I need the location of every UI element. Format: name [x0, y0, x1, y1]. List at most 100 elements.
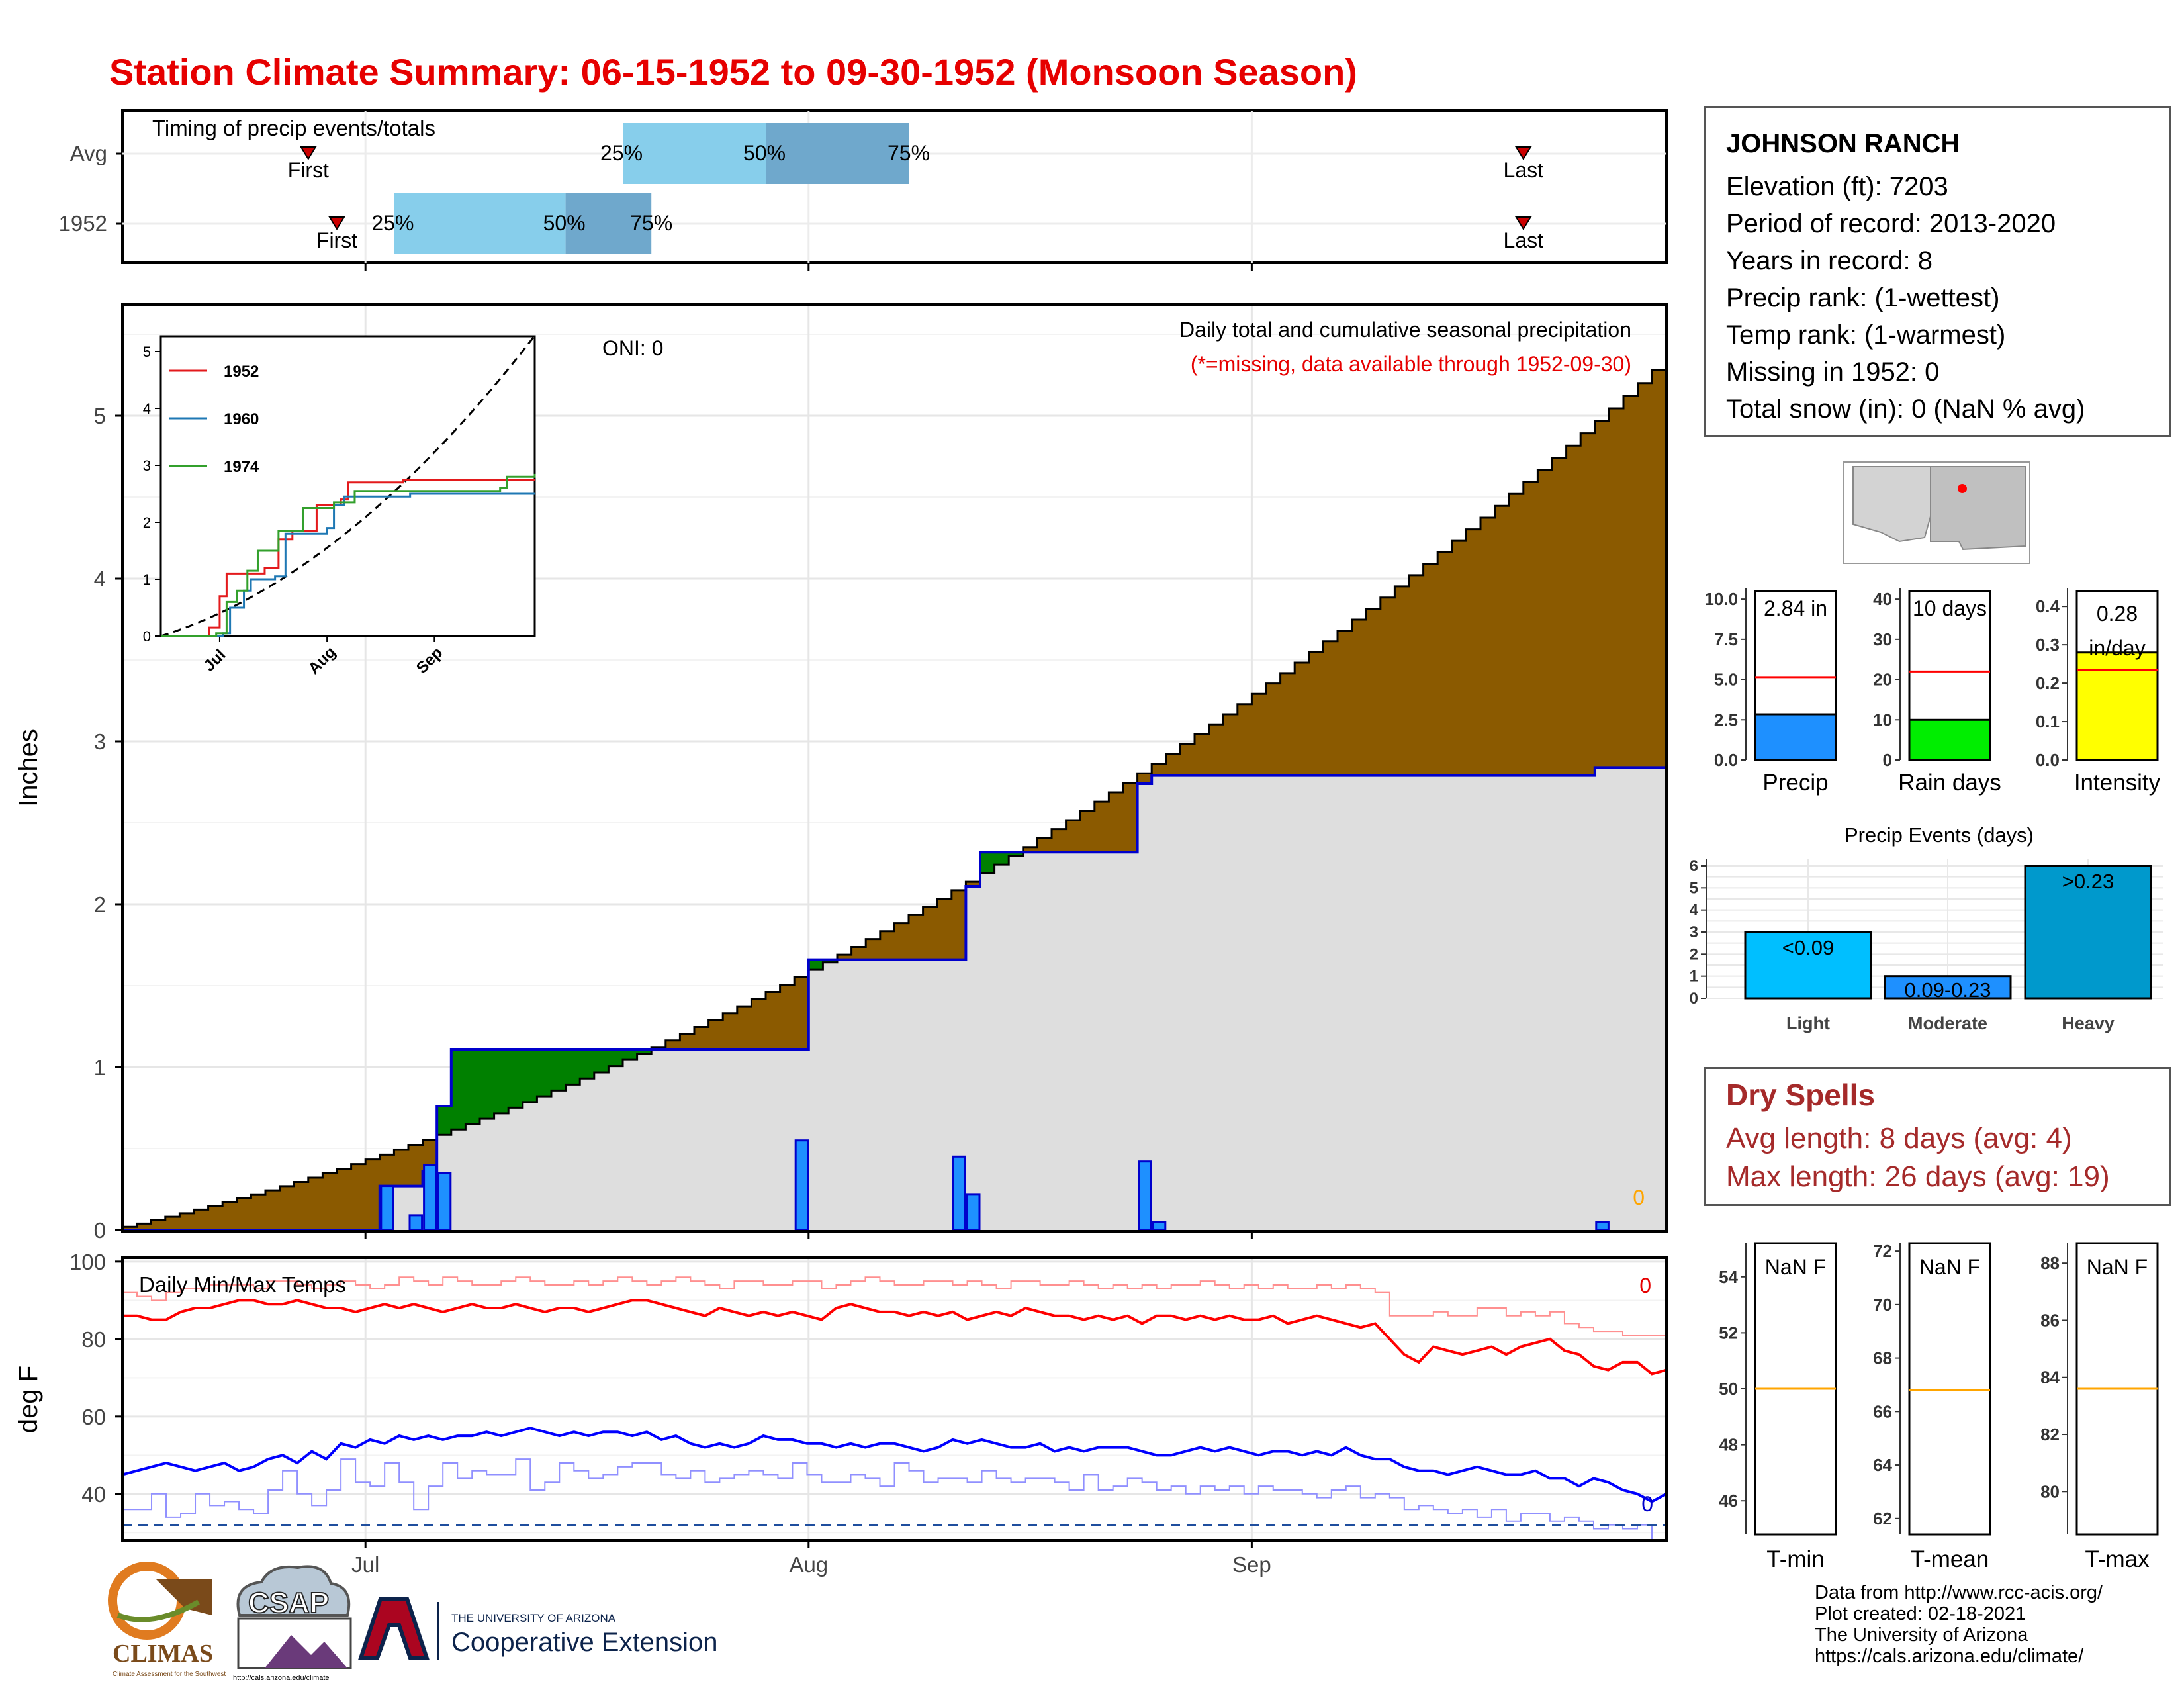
- summary-ytick-label: 2.5: [1714, 710, 1738, 729]
- temp-title: Daily Min/Max Temps: [139, 1272, 346, 1297]
- summary-ytick-label: 0: [1883, 750, 1892, 770]
- temp-ytick-label: 80: [81, 1327, 106, 1352]
- first-event-label: First: [316, 228, 357, 252]
- climas-logo: CLIMAS Climate Assessment for the Southw…: [108, 1562, 226, 1678]
- precip-annotation: Daily total and cumulative seasonal prec…: [1179, 318, 1631, 342]
- temp-ytick-label: 40: [81, 1482, 106, 1507]
- tempbox-label: T-mean: [1911, 1546, 1989, 1572]
- climas-subtitle: Climate Assessment for the Southwest: [113, 1671, 226, 1678]
- station-elevation: Elevation (ft): 7203: [1726, 172, 1948, 201]
- precip-ytick-label: 3: [94, 729, 106, 754]
- tempbox-label: T-min: [1766, 1546, 1825, 1572]
- tempbox-ytick-label: 86: [2040, 1310, 2060, 1330]
- summary-frame: [1908, 590, 1991, 761]
- precip-ylabel: Inches: [14, 729, 43, 807]
- precip-missing-count: 0: [1633, 1186, 1645, 1209]
- inset-ytick-label: 2: [143, 514, 151, 531]
- tempbox-ytick-label: 46: [1719, 1491, 1738, 1511]
- surplus-fill-day: [494, 1049, 509, 1113]
- daily-precip-bar: [966, 1193, 981, 1231]
- surplus-fill-day: [480, 1049, 495, 1119]
- tempbox-ytick-label: 80: [2040, 1481, 2060, 1501]
- surplus-fill-day: [608, 1049, 623, 1066]
- timing-title: Timing of precip events/totals: [152, 116, 435, 140]
- dry-spells-title: Dry Spells: [1726, 1078, 1875, 1112]
- events-ytick-label: 0: [1690, 990, 1698, 1008]
- station-info-box: JOHNSON RANCH Elevation (ft): 7203 Perio…: [1704, 106, 2171, 437]
- quartile-75-label: 75%: [630, 211, 672, 235]
- summary-bars: 0.0 2.5 5.0 7.5 10.0 2.84 in Precip 0 10 20 30 40 10…: [1704, 588, 2161, 796]
- timing-row-label: 1952: [59, 211, 107, 236]
- inset-ytick-label: 1: [143, 571, 151, 588]
- precip-ytick-label: 1: [94, 1055, 106, 1080]
- events-ytick-label: 1: [1690, 968, 1698, 986]
- footer-source: Data from http://www.rcc-acis.org/: [1815, 1582, 2103, 1603]
- footer-created: Plot created: 02-18-2021: [1815, 1603, 2026, 1624]
- surplus-fill-day: [551, 1049, 567, 1091]
- tempbox-ytick-label: 50: [1719, 1379, 1738, 1399]
- tempbox-ytick-label: 72: [1873, 1241, 1892, 1261]
- first-event-label: First: [288, 158, 329, 182]
- quartile-bar-25-50: [394, 193, 566, 254]
- quartile-25-label: 25%: [600, 141, 643, 165]
- csap-wordmark: CSAP: [248, 1587, 329, 1619]
- quartile-50-label: 50%: [743, 141, 786, 165]
- inset-series-line: [161, 473, 536, 637]
- surplus-fill-day: [980, 852, 995, 874]
- events-bar: [1884, 975, 2012, 1000]
- summary-value-bar: [1908, 718, 1991, 761]
- inset-ytick-label: 4: [143, 400, 151, 417]
- tmin-range-line: [122, 1458, 1667, 1541]
- tempbox-ytick-label: 82: [2040, 1425, 2060, 1444]
- summary-label: Precip: [1762, 770, 1828, 796]
- last-event-label: Last: [1504, 228, 1544, 252]
- events-ytick-label: 2: [1690, 945, 1698, 963]
- summary-value-bar: [1754, 713, 1837, 761]
- station-location-marker: [1958, 484, 1967, 493]
- tempbox-ytick-label: 68: [1873, 1348, 1892, 1368]
- surplus-fill-day: [637, 1049, 652, 1054]
- tempbox-ytick-label: 48: [1719, 1435, 1738, 1455]
- precip-frame: [121, 303, 1668, 1233]
- csap-logo: CSAP http://cals.arizona.edu/climate: [233, 1565, 352, 1682]
- tmax-range-line: [122, 1276, 1667, 1339]
- station-period: Period of record: 2013-2020: [1726, 209, 2056, 238]
- summary-frame: [2075, 590, 2159, 761]
- daily-precip-bar: [794, 1139, 809, 1231]
- temp-ytick-label: 100: [69, 1250, 106, 1274]
- ua-extension: Cooperative Extension: [451, 1628, 717, 1657]
- events-category-label: Light: [1786, 1013, 1830, 1033]
- surplus-fill-day: [522, 1049, 537, 1102]
- surplus-fill-day: [808, 959, 823, 970]
- tempbox-label: T-max: [2085, 1546, 2150, 1572]
- dry-spells-avg: Avg length: 8 days (avg: 4): [1726, 1122, 2072, 1154]
- surplus-fill-day: [437, 1106, 452, 1135]
- surplus-fill-day: [1009, 852, 1024, 857]
- surplus-fill-day: [451, 1049, 466, 1130]
- surplus-fill-day: [508, 1049, 523, 1108]
- surplus-fill-day: [823, 959, 838, 962]
- station-temp-rank: Temp rank: (1-warmest): [1726, 320, 2006, 350]
- summary-ytick-label: 0.4: [2036, 596, 2060, 616]
- ua-name: THE UNIVERSITY OF ARIZONA: [451, 1612, 616, 1624]
- precip-panel: 0 1 2 3 4 5 Inches ONI: 0 Daily total and cum…: [14, 303, 1668, 1243]
- events-ytick-label: 4: [1690, 902, 1699, 919]
- temp-xtick-label: Aug: [789, 1552, 828, 1577]
- events-bar: [2024, 865, 2152, 1000]
- daily-precip-bar: [423, 1164, 437, 1231]
- summary-ytick-label: 10: [1873, 710, 1892, 729]
- events-ytick-label: 3: [1690, 923, 1698, 941]
- summary-ytick-label: 0.3: [2036, 635, 2060, 655]
- events-bar: [1744, 931, 1872, 1000]
- precip-ytick-label: 5: [94, 404, 106, 428]
- climas-sun-icon: [108, 1562, 186, 1640]
- summary-ytick-label: 10.0: [1704, 589, 1738, 609]
- climas-mountain-icon: [156, 1579, 212, 1615]
- surplus-fill-day: [580, 1049, 595, 1079]
- station-name: JOHNSON RANCH: [1726, 129, 1960, 158]
- quartile-bar-25-50: [623, 123, 766, 184]
- summary-value-label: 2.84 in: [1764, 596, 1827, 620]
- temp-xtick-label: Sep: [1232, 1552, 1271, 1577]
- tempbox-ytick-label: 88: [2040, 1253, 2060, 1273]
